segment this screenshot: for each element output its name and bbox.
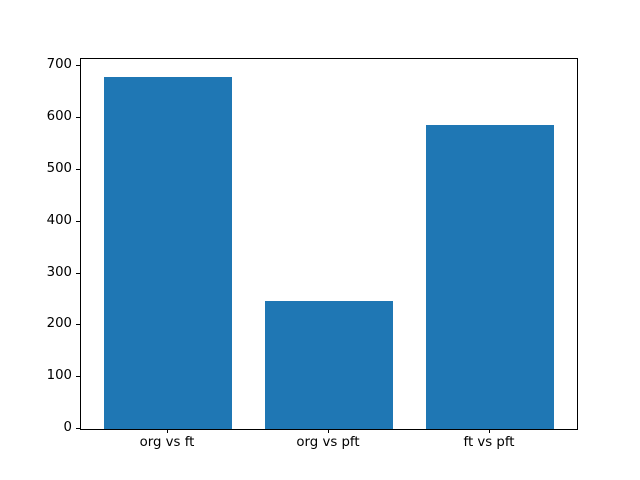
ytick-mark bbox=[76, 428, 80, 429]
ytick-label: 500 bbox=[46, 160, 72, 176]
xtick-mark bbox=[489, 429, 490, 433]
xtick-mark bbox=[167, 429, 168, 433]
ytick-label: 0 bbox=[63, 420, 72, 435]
xtick-label-ft-vs-pft: ft vs pft bbox=[463, 435, 515, 450]
xtick-label-org-vs-pft: org vs pft bbox=[296, 435, 360, 450]
ytick-mark bbox=[76, 65, 80, 67]
ytick-label: 400 bbox=[46, 212, 72, 228]
bar-ft-vs-pft bbox=[425, 124, 555, 429]
ytick-label: 100 bbox=[46, 368, 72, 384]
ytick-mark bbox=[76, 168, 80, 170]
ytick-label: 600 bbox=[46, 109, 72, 125]
ytick-mark bbox=[76, 324, 80, 326]
xtick-mark bbox=[328, 429, 329, 433]
xtick-label-org-vs-ft: org vs ft bbox=[139, 435, 195, 450]
ytick-label: 300 bbox=[46, 264, 72, 280]
bar-org-vs-pft bbox=[264, 300, 394, 429]
ytick-mark bbox=[76, 220, 80, 222]
bar-org-vs-ft bbox=[103, 76, 233, 429]
ytick-label: 200 bbox=[46, 316, 72, 332]
plot-area bbox=[80, 58, 578, 430]
ytick-mark bbox=[76, 272, 80, 274]
ytick-mark bbox=[76, 117, 80, 119]
ytick-label: 700 bbox=[46, 57, 72, 73]
ytick-mark bbox=[76, 376, 80, 378]
